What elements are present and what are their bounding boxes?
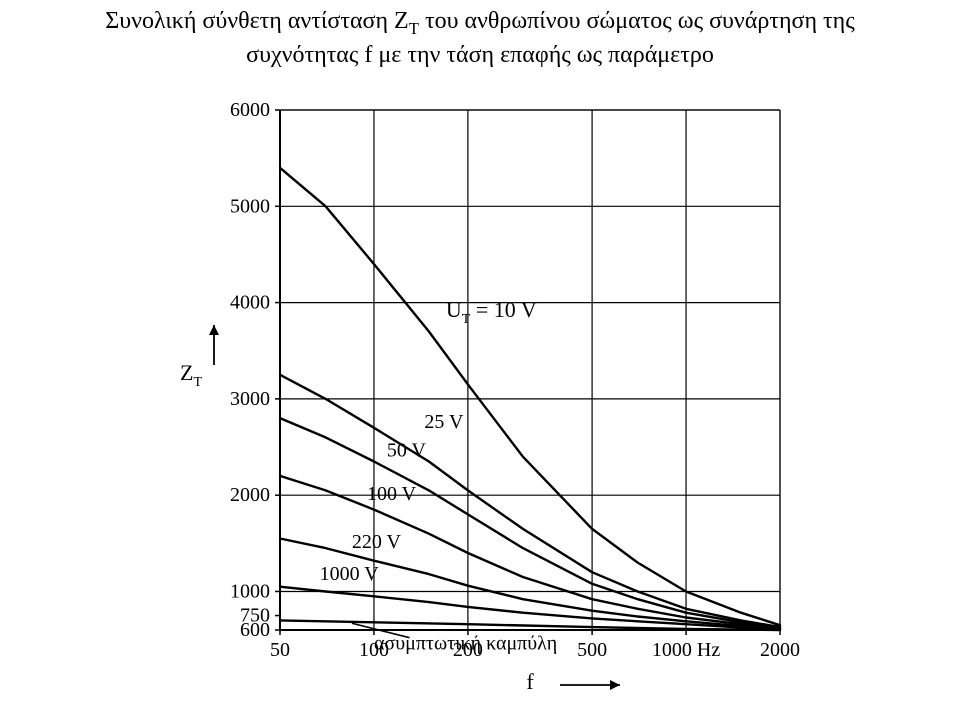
chart-svg: 6007501000200030004000500060005010020050… — [160, 90, 800, 690]
svg-text:220 V: 220 V — [352, 531, 402, 553]
svg-text:6000: 6000 — [230, 99, 270, 121]
svg-text:1000: 1000 — [230, 580, 270, 602]
svg-text:5000: 5000 — [230, 195, 270, 217]
svg-text:750: 750 — [240, 605, 270, 627]
impedance-chart: 6007501000200030004000500060005010020050… — [160, 90, 800, 690]
title-line2: συχνότητας f με την τάση επαφής ως παράμ… — [246, 42, 714, 68]
svg-text:2000: 2000 — [760, 639, 800, 661]
title-line1-sub: Τ — [409, 19, 419, 38]
svg-text:4000: 4000 — [230, 292, 270, 314]
svg-text:1000 Hz: 1000 Hz — [652, 639, 720, 661]
svg-text:500: 500 — [577, 639, 607, 661]
svg-text:50: 50 — [270, 639, 290, 661]
title-line1-a: Συνολική σύνθετη αντίσταση Ζ — [105, 8, 408, 34]
svg-text:f: f — [526, 669, 534, 690]
svg-text:2000: 2000 — [230, 484, 270, 506]
svg-text:25 V: 25 V — [424, 411, 464, 433]
svg-text:50 V: 50 V — [387, 440, 427, 462]
svg-text:ZT: ZT — [180, 360, 202, 390]
page-title: Συνολική σύνθετη αντίσταση ΖΤ του ανθρωπ… — [0, 6, 960, 70]
svg-text:100 V: 100 V — [367, 483, 417, 505]
title-line1-b: του ανθρωπίνου σώματος ως συνάρτηση της — [419, 8, 855, 34]
svg-text:1000 V: 1000 V — [320, 563, 380, 585]
svg-text:3000: 3000 — [230, 388, 270, 410]
